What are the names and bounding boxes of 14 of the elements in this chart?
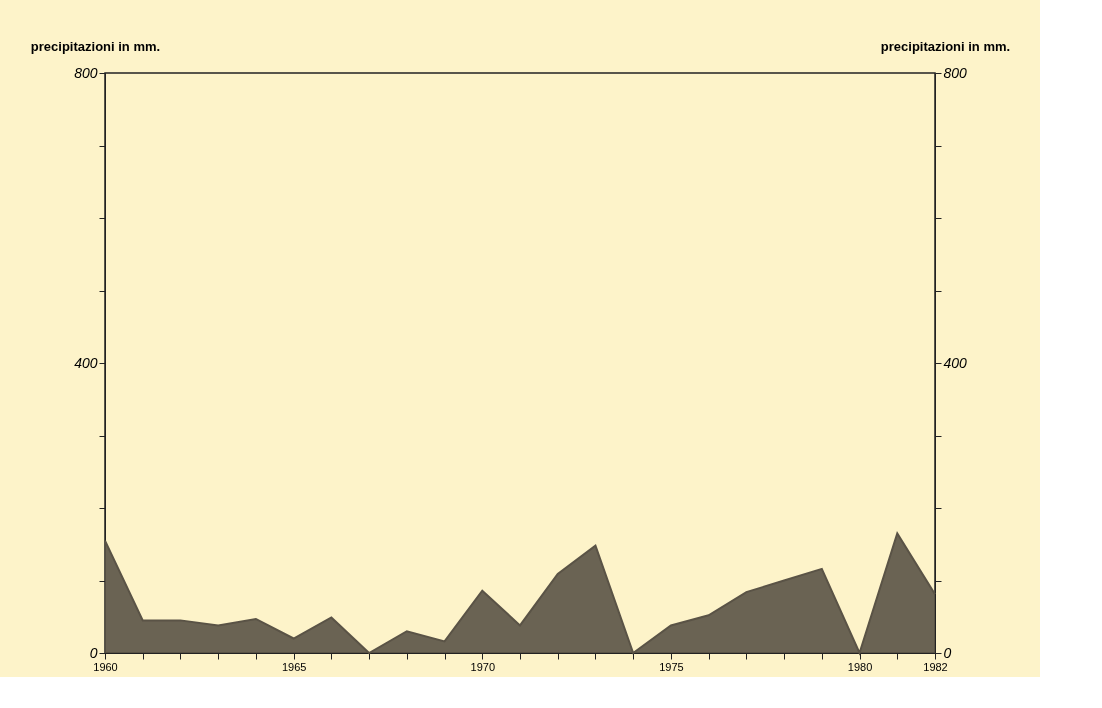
y2-tick-label: 0 — [943, 644, 952, 661]
x-tick-label: 1960 — [93, 660, 118, 673]
y-axis-title: precipitazioni in mm. — [30, 38, 161, 54]
x-tick-label: 1965 — [281, 660, 307, 673]
y-tick-label: 0 — [89, 644, 98, 661]
x-tick-label: 1975 — [659, 660, 684, 673]
x-tick-label: 1970 — [470, 660, 496, 673]
y2-axis-title: precipitazioni in mm. — [880, 38, 1011, 54]
y-tick-label: 800 — [74, 64, 98, 81]
y2-tick-label: 400 — [943, 354, 968, 371]
y2-tick-label: 800 — [943, 64, 968, 81]
y-tick-label: 400 — [74, 354, 98, 371]
x-tick-label: 1982 — [923, 660, 948, 673]
x-tick-label: 1980 — [847, 660, 873, 673]
